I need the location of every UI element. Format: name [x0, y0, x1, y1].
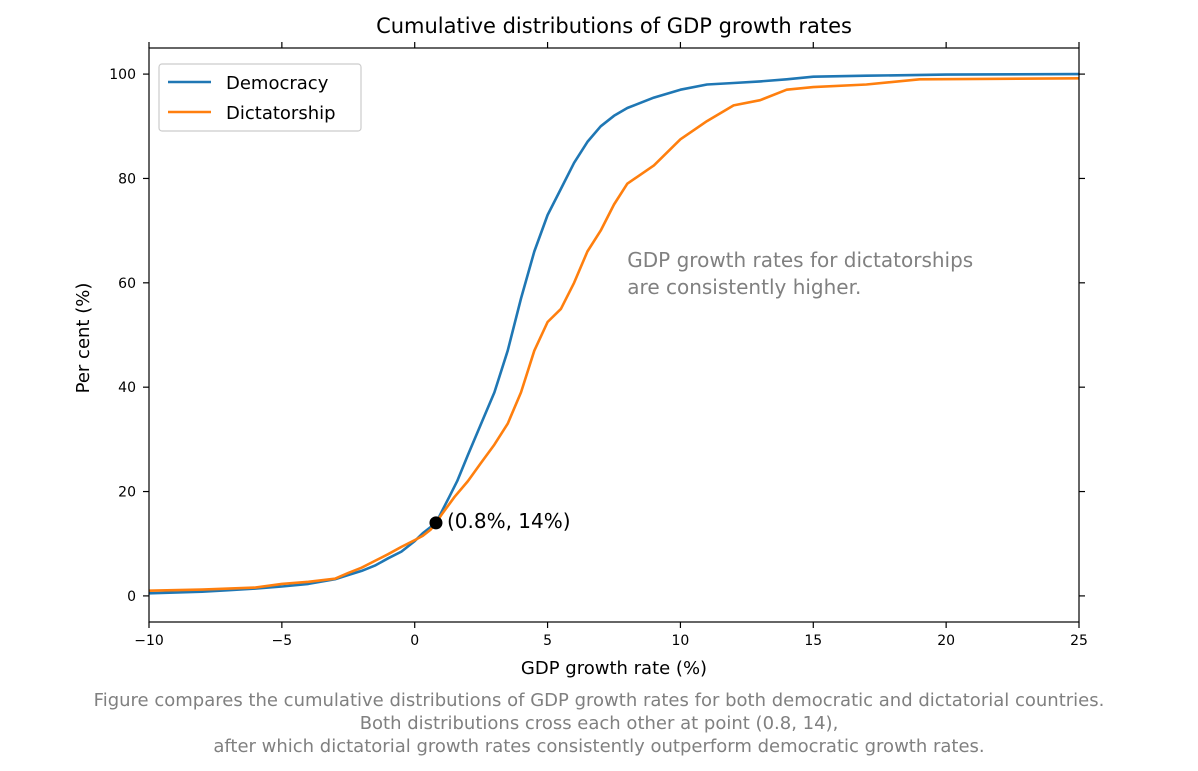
legend-label-democracy: Democracy	[226, 73, 329, 94]
plot-frame	[148, 47, 1080, 623]
y-tick-label: 0	[127, 589, 136, 605]
x-tick-label: 0	[410, 633, 419, 649]
y-axis-label: Per cent (%)	[73, 283, 94, 394]
legend: Democracy Dictatorship	[158, 63, 362, 132]
y-tick-label: 60	[118, 276, 136, 292]
x-tick-label: 20	[937, 633, 955, 649]
y-axis: 0 20 40 60 80 100	[109, 67, 1085, 605]
x-tick-label: 25	[1070, 633, 1088, 649]
y-tick-label: 100	[109, 67, 136, 83]
crossing-point-marker	[429, 516, 443, 530]
x-tick-label: −5	[272, 633, 293, 649]
series-line-dictatorship	[148, 77, 1080, 592]
x-tick-label: 5	[543, 633, 552, 649]
annotation-line-1: GDP growth rates for dictatorships	[627, 248, 973, 272]
plot-area: (0.8%, 14%) GDP growth rates for dictato…	[148, 47, 1080, 623]
x-axis-label: GDP growth rate (%)	[521, 658, 707, 679]
annotation-line-2: are consistently higher.	[627, 275, 861, 299]
series-layer	[148, 72, 1080, 595]
x-tick-label: 10	[672, 633, 690, 649]
crossing-point-label: (0.8%, 14%)	[447, 509, 571, 533]
legend-label-dictatorship: Dictatorship	[226, 103, 336, 124]
x-tick-label: 15	[804, 633, 822, 649]
caption-line-1: Figure compares the cumulative distribut…	[94, 690, 1105, 711]
caption-line-3: after which dictatorial growth rates con…	[213, 736, 984, 757]
caption-line-2: Both distributions cross each other at p…	[360, 713, 839, 734]
x-axis: −10 −5 0 5 10 15 20 25	[134, 42, 1088, 649]
annotation-text: GDP growth rates for dictatorships are c…	[627, 248, 979, 299]
y-tick-label: 40	[118, 380, 136, 396]
y-tick-label: 20	[118, 485, 136, 501]
series-line-democracy	[148, 72, 1080, 595]
chart-title: Cumulative distributions of GDP growth r…	[376, 14, 852, 38]
y-tick-label: 80	[118, 171, 136, 187]
x-tick-label: −10	[134, 633, 164, 649]
